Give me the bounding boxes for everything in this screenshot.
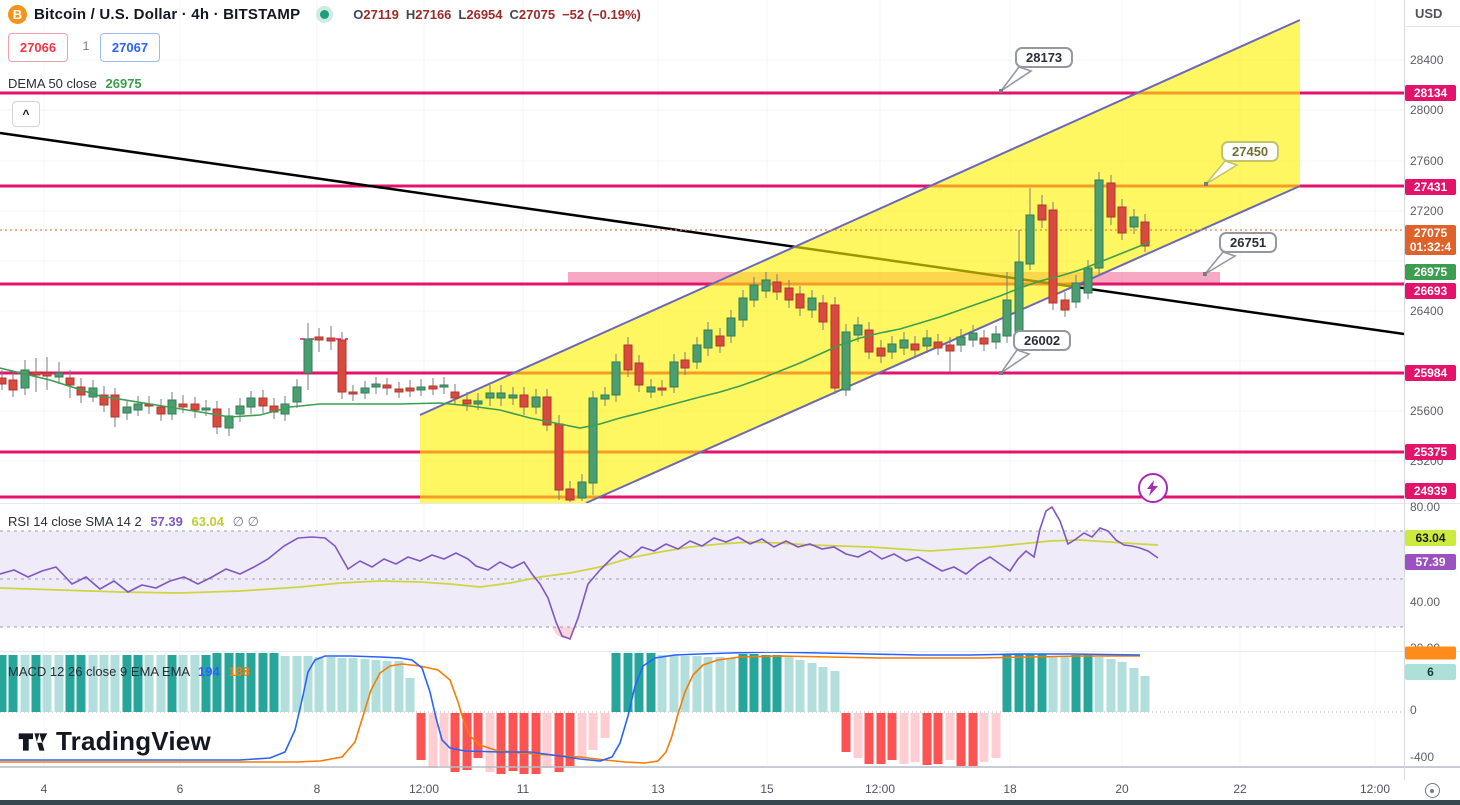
price-scale-badge: 6 xyxy=(1405,664,1456,680)
time-axis-label: 6 xyxy=(176,782,184,796)
time-axis-label: 20 xyxy=(1115,782,1129,796)
ohlc-value: 27166 xyxy=(415,6,452,22)
flash-order-button[interactable] xyxy=(1138,473,1168,503)
price-scale-tick: 80.00 xyxy=(1410,500,1441,514)
price-scale-badge: 24939 xyxy=(1405,483,1456,499)
macd-signal-line[interactable] xyxy=(0,655,1140,764)
collapse-pane-button[interactable]: ^ xyxy=(12,101,40,127)
callout-anchor xyxy=(1204,182,1208,186)
price-scale-tick: -400 xyxy=(1410,750,1435,764)
time-axis-settings-button[interactable] xyxy=(1404,780,1460,801)
rsi-oversold-fill xyxy=(552,627,575,639)
price-scale-tick: 26400 xyxy=(1410,304,1444,318)
price-scale-badge: 63.04 xyxy=(1405,530,1456,546)
time-axis-label: 4 xyxy=(40,782,48,796)
ohlc-key: O xyxy=(353,6,364,22)
price-scale-badge: 25984 xyxy=(1405,365,1456,381)
currency-toggle[interactable]: USD xyxy=(1404,0,1460,27)
bitcoin-icon: B xyxy=(8,4,27,24)
clock-settings-icon xyxy=(1424,783,1440,798)
dema-value: 26975 xyxy=(105,76,142,91)
lightning-icon xyxy=(1147,480,1158,496)
candlestick-series[interactable] xyxy=(0,172,1150,502)
time-axis-label: 22 xyxy=(1233,782,1247,796)
callout-anchor xyxy=(999,371,1003,375)
time-axis-label: 12:00 xyxy=(1359,782,1391,796)
rsi-line[interactable] xyxy=(0,505,1159,641)
change-value: −52 (−0.19%) xyxy=(562,6,641,22)
macd-line[interactable] xyxy=(0,651,1141,762)
channel-border[interactable] xyxy=(419,19,1301,416)
price-callout[interactable]: 28173 xyxy=(1015,47,1074,68)
time-axis-label: 13 xyxy=(651,782,665,796)
ohlc-value: 27119 xyxy=(363,6,399,22)
dema-legend[interactable]: DEMA 50 close 26975 xyxy=(8,76,142,91)
macd-legend[interactable]: MACD 12 26 close 9 EMA EMA 194 188 xyxy=(8,664,251,679)
countdown-timer: 01:32:4 xyxy=(1409,240,1452,254)
time-axis-label: 12:00 xyxy=(864,782,896,796)
channel-border[interactable] xyxy=(585,185,1301,504)
price-callout[interactable]: 26002 xyxy=(1013,330,1072,351)
rsi-value: 57.39 xyxy=(150,514,183,529)
price-scale-badge: 27431 xyxy=(1405,179,1456,195)
tradingview-logo[interactable]: TradingView xyxy=(18,726,211,757)
time-axis-label: 8 xyxy=(313,782,321,796)
callout-anchor xyxy=(1203,272,1207,276)
sell-button[interactable]: 27066 xyxy=(8,33,68,62)
time-axis-label: 15 xyxy=(760,782,774,796)
macd-histogram xyxy=(0,653,1150,774)
price-scale-badge: 27075 01:32:4 xyxy=(1405,225,1456,255)
ohlc-value: 26954 xyxy=(466,6,503,22)
tradingview-logo-icon xyxy=(18,732,48,751)
rsi-legend[interactable]: RSI 14 close SMA 14 2 57.39 63.04 ∅ ∅ xyxy=(8,514,259,529)
price-scale-badge: 28134 xyxy=(1405,85,1456,101)
callout-anchor xyxy=(999,89,1003,93)
price-scale-tick: 27600 xyxy=(1410,154,1444,168)
price-scale-badge: 26975 xyxy=(1405,264,1456,280)
dema-line[interactable] xyxy=(0,241,1151,429)
ohlc-key: C xyxy=(509,6,519,22)
price-scale-tick: 40.00 xyxy=(1410,595,1441,609)
market-open-dot-icon xyxy=(320,9,330,19)
symbol-header: B Bitcoin / U.S. Dollar · 4h · BITSTAMP … xyxy=(8,3,648,25)
price-scale-tick: 0 xyxy=(1410,703,1417,717)
window-edge xyxy=(0,800,1460,805)
time-axis-label: 18 xyxy=(1003,782,1017,796)
price-scale-tick: 28400 xyxy=(1410,53,1444,67)
time-axis-label: 12:00 xyxy=(408,782,440,796)
symbol-title[interactable]: Bitcoin / U.S. Dollar · 4h · BITSTAMP xyxy=(34,5,301,23)
price-scale-tick: 27200 xyxy=(1410,204,1444,218)
ohlc-values: O27119 H27166 L26954 C27075 −52 (−0.19%) xyxy=(353,7,648,22)
price-scale-badge: 57.39 xyxy=(1405,554,1456,570)
price-scale-badge: 26693 xyxy=(1405,283,1456,299)
spread-value: 1 xyxy=(82,39,90,53)
price-scale-tick: 25600 xyxy=(1410,404,1444,418)
rsi-sma-value: 63.04 xyxy=(191,514,225,529)
ohlc-key: H xyxy=(405,6,416,22)
callout-leader xyxy=(1205,160,1239,185)
rsi-sma-line[interactable] xyxy=(0,539,1159,594)
price-callout[interactable]: 27450 xyxy=(1221,141,1280,162)
callout-leader xyxy=(1000,349,1031,374)
callout-leader xyxy=(1204,251,1237,275)
macd-signal-value: 188 xyxy=(228,664,251,679)
ohlc-key: L xyxy=(458,6,467,22)
price-scale-badge xyxy=(1405,646,1456,660)
callout-leader xyxy=(1000,66,1033,92)
time-axis-label: 11 xyxy=(516,782,530,796)
price-scale[interactable] xyxy=(1404,0,1460,780)
price-callout[interactable]: 26751 xyxy=(1219,232,1278,253)
buy-button[interactable]: 27067 xyxy=(100,33,160,62)
macd-value: 194 xyxy=(197,664,220,679)
price-scale-tick: 28000 xyxy=(1410,103,1444,117)
rsi-empty-values: ∅ ∅ xyxy=(232,514,259,529)
trendline[interactable] xyxy=(0,131,1405,336)
ohlc-value: 27075 xyxy=(518,6,556,22)
price-scale-badge: 25375 xyxy=(1405,444,1456,460)
